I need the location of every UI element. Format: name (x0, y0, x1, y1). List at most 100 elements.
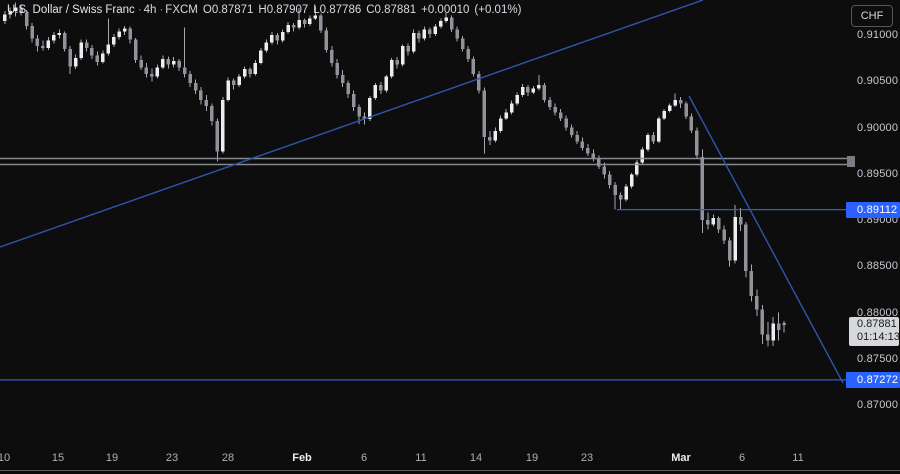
candle-down (357, 107, 361, 117)
candle-up (509, 103, 514, 113)
time-axis-label: 23 (580, 452, 594, 464)
candle-down (193, 83, 198, 91)
candle-up (629, 174, 634, 187)
candle-down (215, 121, 220, 152)
current-price-value: 0.87881 (857, 317, 897, 330)
candle-down (95, 55, 100, 62)
candle-up (498, 118, 503, 132)
candle-down (618, 195, 623, 200)
candle-up (117, 31, 121, 37)
exchange-label[interactable]: FXCM (165, 4, 198, 16)
candle-wick (783, 321, 785, 333)
candle-down (351, 94, 356, 108)
candle-up (313, 15, 318, 19)
candle-down (335, 62, 339, 75)
price-axis[interactable]: 0.87881 01:14:13 0.91000 0.90500 0.90000 0.… (846, 0, 900, 444)
price-axis-label: 0.88000 (857, 306, 899, 319)
candle-down (182, 67, 187, 74)
candle-up (635, 162, 639, 175)
candle-down (607, 174, 612, 185)
candle-up (662, 110, 666, 119)
candle-up (646, 134, 650, 150)
candle-down (684, 103, 688, 117)
candle-down (564, 118, 568, 128)
candle-up (101, 53, 105, 62)
candle-down (30, 25, 34, 39)
symbol-title[interactable]: U.S. Dollar / Swiss Franc (7, 4, 135, 16)
candle-up (242, 69, 247, 77)
candle-down (597, 158, 601, 167)
window-bottom-strip (0, 471, 900, 474)
candle-down (706, 220, 710, 225)
candle-down (199, 90, 203, 100)
price-axis-label: 0.89500 (857, 167, 899, 180)
candle-up (782, 323, 786, 325)
candle-down (651, 134, 656, 142)
candle-down (19, 7, 23, 13)
candle-down (24, 12, 29, 26)
candle-up (79, 42, 83, 59)
time-axis-label: 10 (0, 452, 11, 464)
time-axis[interactable]: 10 15 19 23 28 Feb 6 11 14 19 23 Mar 6 11 (0, 444, 900, 474)
price-axis-label: 0.88500 (857, 260, 899, 273)
candle-up (253, 62, 258, 74)
candle-down (613, 184, 617, 196)
candle-wick (620, 192, 622, 209)
candle-down (466, 48, 470, 60)
candle-down (204, 99, 209, 107)
chart-canvas[interactable] (0, 0, 848, 444)
time-axis-label: 23 (165, 452, 179, 464)
candle-up (389, 59, 394, 77)
candle-down (139, 59, 143, 68)
candle-wick (184, 27, 186, 78)
ohlc-open: O0.87871 (202, 4, 254, 16)
candle-up (640, 149, 645, 163)
candle-wick (298, 8, 300, 30)
ohlc-high: H0.87907 (258, 4, 309, 16)
candle-up (52, 35, 56, 41)
candle-up (3, 14, 7, 22)
candle-down (744, 224, 748, 271)
candle-down (586, 147, 590, 154)
candle-up (422, 29, 427, 39)
candle-up (444, 17, 448, 22)
interval-label[interactable]: 4h (143, 4, 157, 16)
candle-up (493, 131, 497, 141)
candle-down (553, 107, 557, 113)
candle-up (771, 323, 775, 341)
candle-up (439, 21, 443, 27)
candle-down (727, 240, 732, 261)
candle-up (400, 46, 405, 65)
candles-layer (3, 2, 786, 347)
candle-down (695, 130, 699, 156)
candle-down (210, 106, 214, 122)
descending-trendline[interactable] (688, 95, 844, 384)
candle-down (41, 46, 45, 48)
separator-dot: · (137, 4, 142, 16)
candle-down (319, 15, 323, 31)
candle-down (591, 153, 596, 159)
ascending-trendline[interactable] (0, 0, 704, 248)
time-axis-label: 11 (792, 452, 804, 464)
candle-down (291, 24, 296, 28)
candle-wick (42, 40, 44, 51)
candle-up (308, 18, 312, 24)
currency-toggle-button[interactable]: CHF (851, 5, 893, 27)
time-axis-label: 11 (415, 452, 427, 464)
candle-down (689, 116, 694, 131)
candle-down (133, 39, 138, 60)
candle-down (417, 33, 421, 39)
candle-down (678, 99, 683, 104)
candle-wick (614, 182, 616, 210)
candle-up (520, 86, 525, 96)
candle-down (722, 229, 726, 241)
candle-down (755, 295, 759, 310)
price-level-badge: 0.87272 (846, 371, 900, 388)
candle-down (482, 90, 487, 137)
change-absolute: +0.00010 (421, 4, 470, 16)
candle-down (90, 47, 94, 56)
candle-up (433, 26, 438, 35)
candle-down (177, 60, 181, 68)
candle-down (275, 35, 279, 41)
candle-up (226, 80, 230, 100)
